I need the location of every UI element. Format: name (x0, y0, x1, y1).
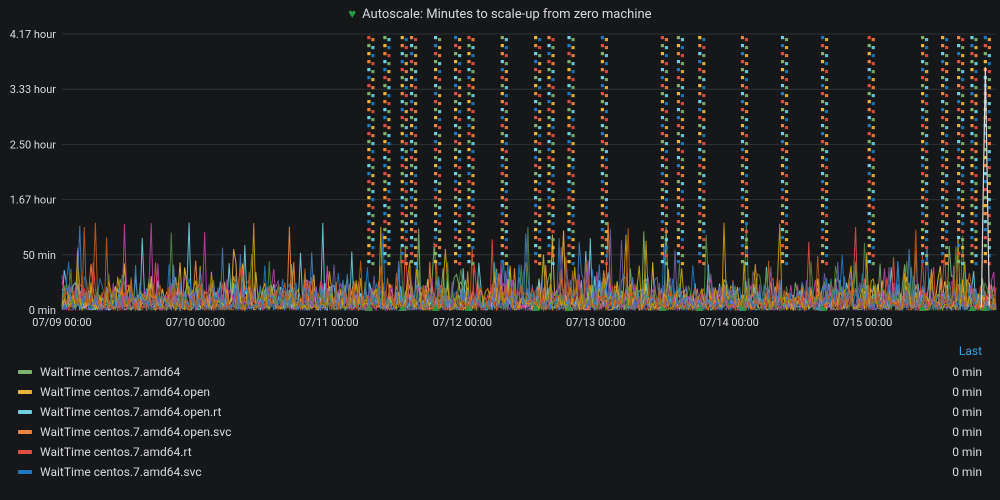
legend-swatch (18, 430, 32, 434)
timeseries-chart: 0 min50 min1.67 hour2.50 hour3.33 hour4.… (0, 28, 1000, 338)
svg-text:07/09 00:00: 07/09 00:00 (32, 316, 91, 329)
legend-row[interactable]: WaitTime centos.7.amd640 min (18, 362, 982, 382)
legend-series-value: 0 min (952, 445, 982, 459)
legend-series-name: WaitTime centos.7.amd64.svc (40, 465, 952, 479)
legend-row[interactable]: WaitTime centos.7.amd64.open.svc0 min (18, 422, 982, 442)
svg-text:50 min: 50 min (23, 249, 57, 262)
svg-text:1.67 hour: 1.67 hour (10, 194, 57, 207)
legend-series-name: WaitTime centos.7.amd64.open (40, 385, 952, 399)
legend-swatch (18, 450, 32, 454)
svg-text:07/15 00:00: 07/15 00:00 (833, 316, 892, 329)
series-lines (62, 222, 996, 310)
legend-series-name: WaitTime centos.7.amd64.open.rt (40, 405, 952, 419)
svg-text:07/11 00:00: 07/11 00:00 (299, 316, 358, 329)
heart-icon: ♥ (348, 6, 356, 22)
grafana-panel: ♥ Autoscale: Minutes to scale-up from ze… (0, 0, 1000, 500)
legend-series-value: 0 min (952, 385, 982, 399)
legend-series-value: 0 min (952, 405, 982, 419)
svg-text:3.33 hour: 3.33 hour (10, 83, 57, 96)
legend-series-name: WaitTime centos.7.amd64.open.svc (40, 425, 952, 439)
panel-header[interactable]: ♥ Autoscale: Minutes to scale-up from ze… (0, 0, 1000, 28)
chart-area[interactable]: 0 min50 min1.67 hour2.50 hour3.33 hour4.… (0, 28, 1000, 338)
legend-row[interactable]: WaitTime centos.7.amd64.open0 min (18, 382, 982, 402)
legend-header: Last (18, 342, 982, 362)
svg-text:07/12 00:00: 07/12 00:00 (433, 316, 492, 329)
legend-row[interactable]: WaitTime centos.7.amd64.svc0 min (18, 462, 982, 482)
legend-row[interactable]: WaitTime centos.7.amd64.rt0 min (18, 442, 982, 462)
legend-series-name: WaitTime centos.7.amd64.rt (40, 445, 952, 459)
legend-series-value: 0 min (952, 365, 982, 379)
legend-series-name: WaitTime centos.7.amd64 (40, 365, 952, 379)
svg-text:07/10 00:00: 07/10 00:00 (166, 316, 225, 329)
svg-text:4.17 hour: 4.17 hour (10, 28, 57, 41)
panel-title: Autoscale: Minutes to scale-up from zero… (362, 7, 651, 22)
legend-series-value: 0 min (952, 465, 982, 479)
legend-series-value: 0 min (952, 425, 982, 439)
legend-area: Last WaitTime centos.7.amd640 minWaitTim… (0, 338, 1000, 500)
svg-text:07/14 00:00: 07/14 00:00 (699, 316, 758, 329)
legend-swatch (18, 370, 32, 374)
legend-row[interactable]: WaitTime centos.7.amd64.open.rt0 min (18, 402, 982, 422)
legend-swatch (18, 390, 32, 394)
svg-text:2.50 hour: 2.50 hour (10, 138, 57, 151)
legend-swatch (18, 410, 32, 414)
legend-swatch (18, 470, 32, 474)
svg-text:07/13 00:00: 07/13 00:00 (566, 316, 625, 329)
